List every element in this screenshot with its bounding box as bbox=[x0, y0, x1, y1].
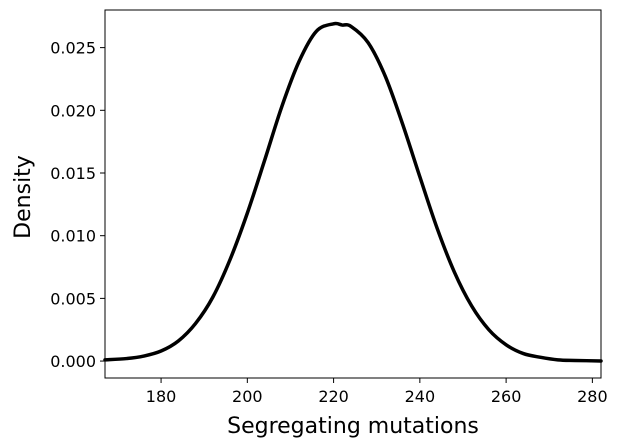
x-tick-label: 220 bbox=[318, 387, 349, 406]
x-tick-label: 260 bbox=[491, 387, 522, 406]
y-axis-label: Density bbox=[11, 155, 36, 239]
x-tick-label: 240 bbox=[405, 387, 436, 406]
density-curve bbox=[103, 21, 603, 363]
x-tick-label: 180 bbox=[146, 387, 177, 406]
y-axis-ticks: 0.000 0.005 0.010 0.015 0.020 0.025 bbox=[50, 39, 105, 371]
plot-frame bbox=[104, 9, 602, 379]
y-tick-label: 0.025 bbox=[50, 39, 96, 58]
y-tick-label: 0.000 bbox=[50, 352, 96, 371]
y-tick-label: 0.015 bbox=[50, 164, 96, 183]
y-tick-label: 0.005 bbox=[50, 289, 96, 308]
y-tick-label: 0.010 bbox=[50, 227, 96, 246]
y-tick-label: 0.020 bbox=[50, 101, 96, 120]
x-tick-label: 280 bbox=[577, 387, 608, 406]
x-tick-label: 200 bbox=[232, 387, 263, 406]
x-axis-ticks: 180 200 220 240 260 280 bbox=[146, 378, 608, 406]
x-axis-label: Segregating mutations bbox=[227, 414, 479, 439]
